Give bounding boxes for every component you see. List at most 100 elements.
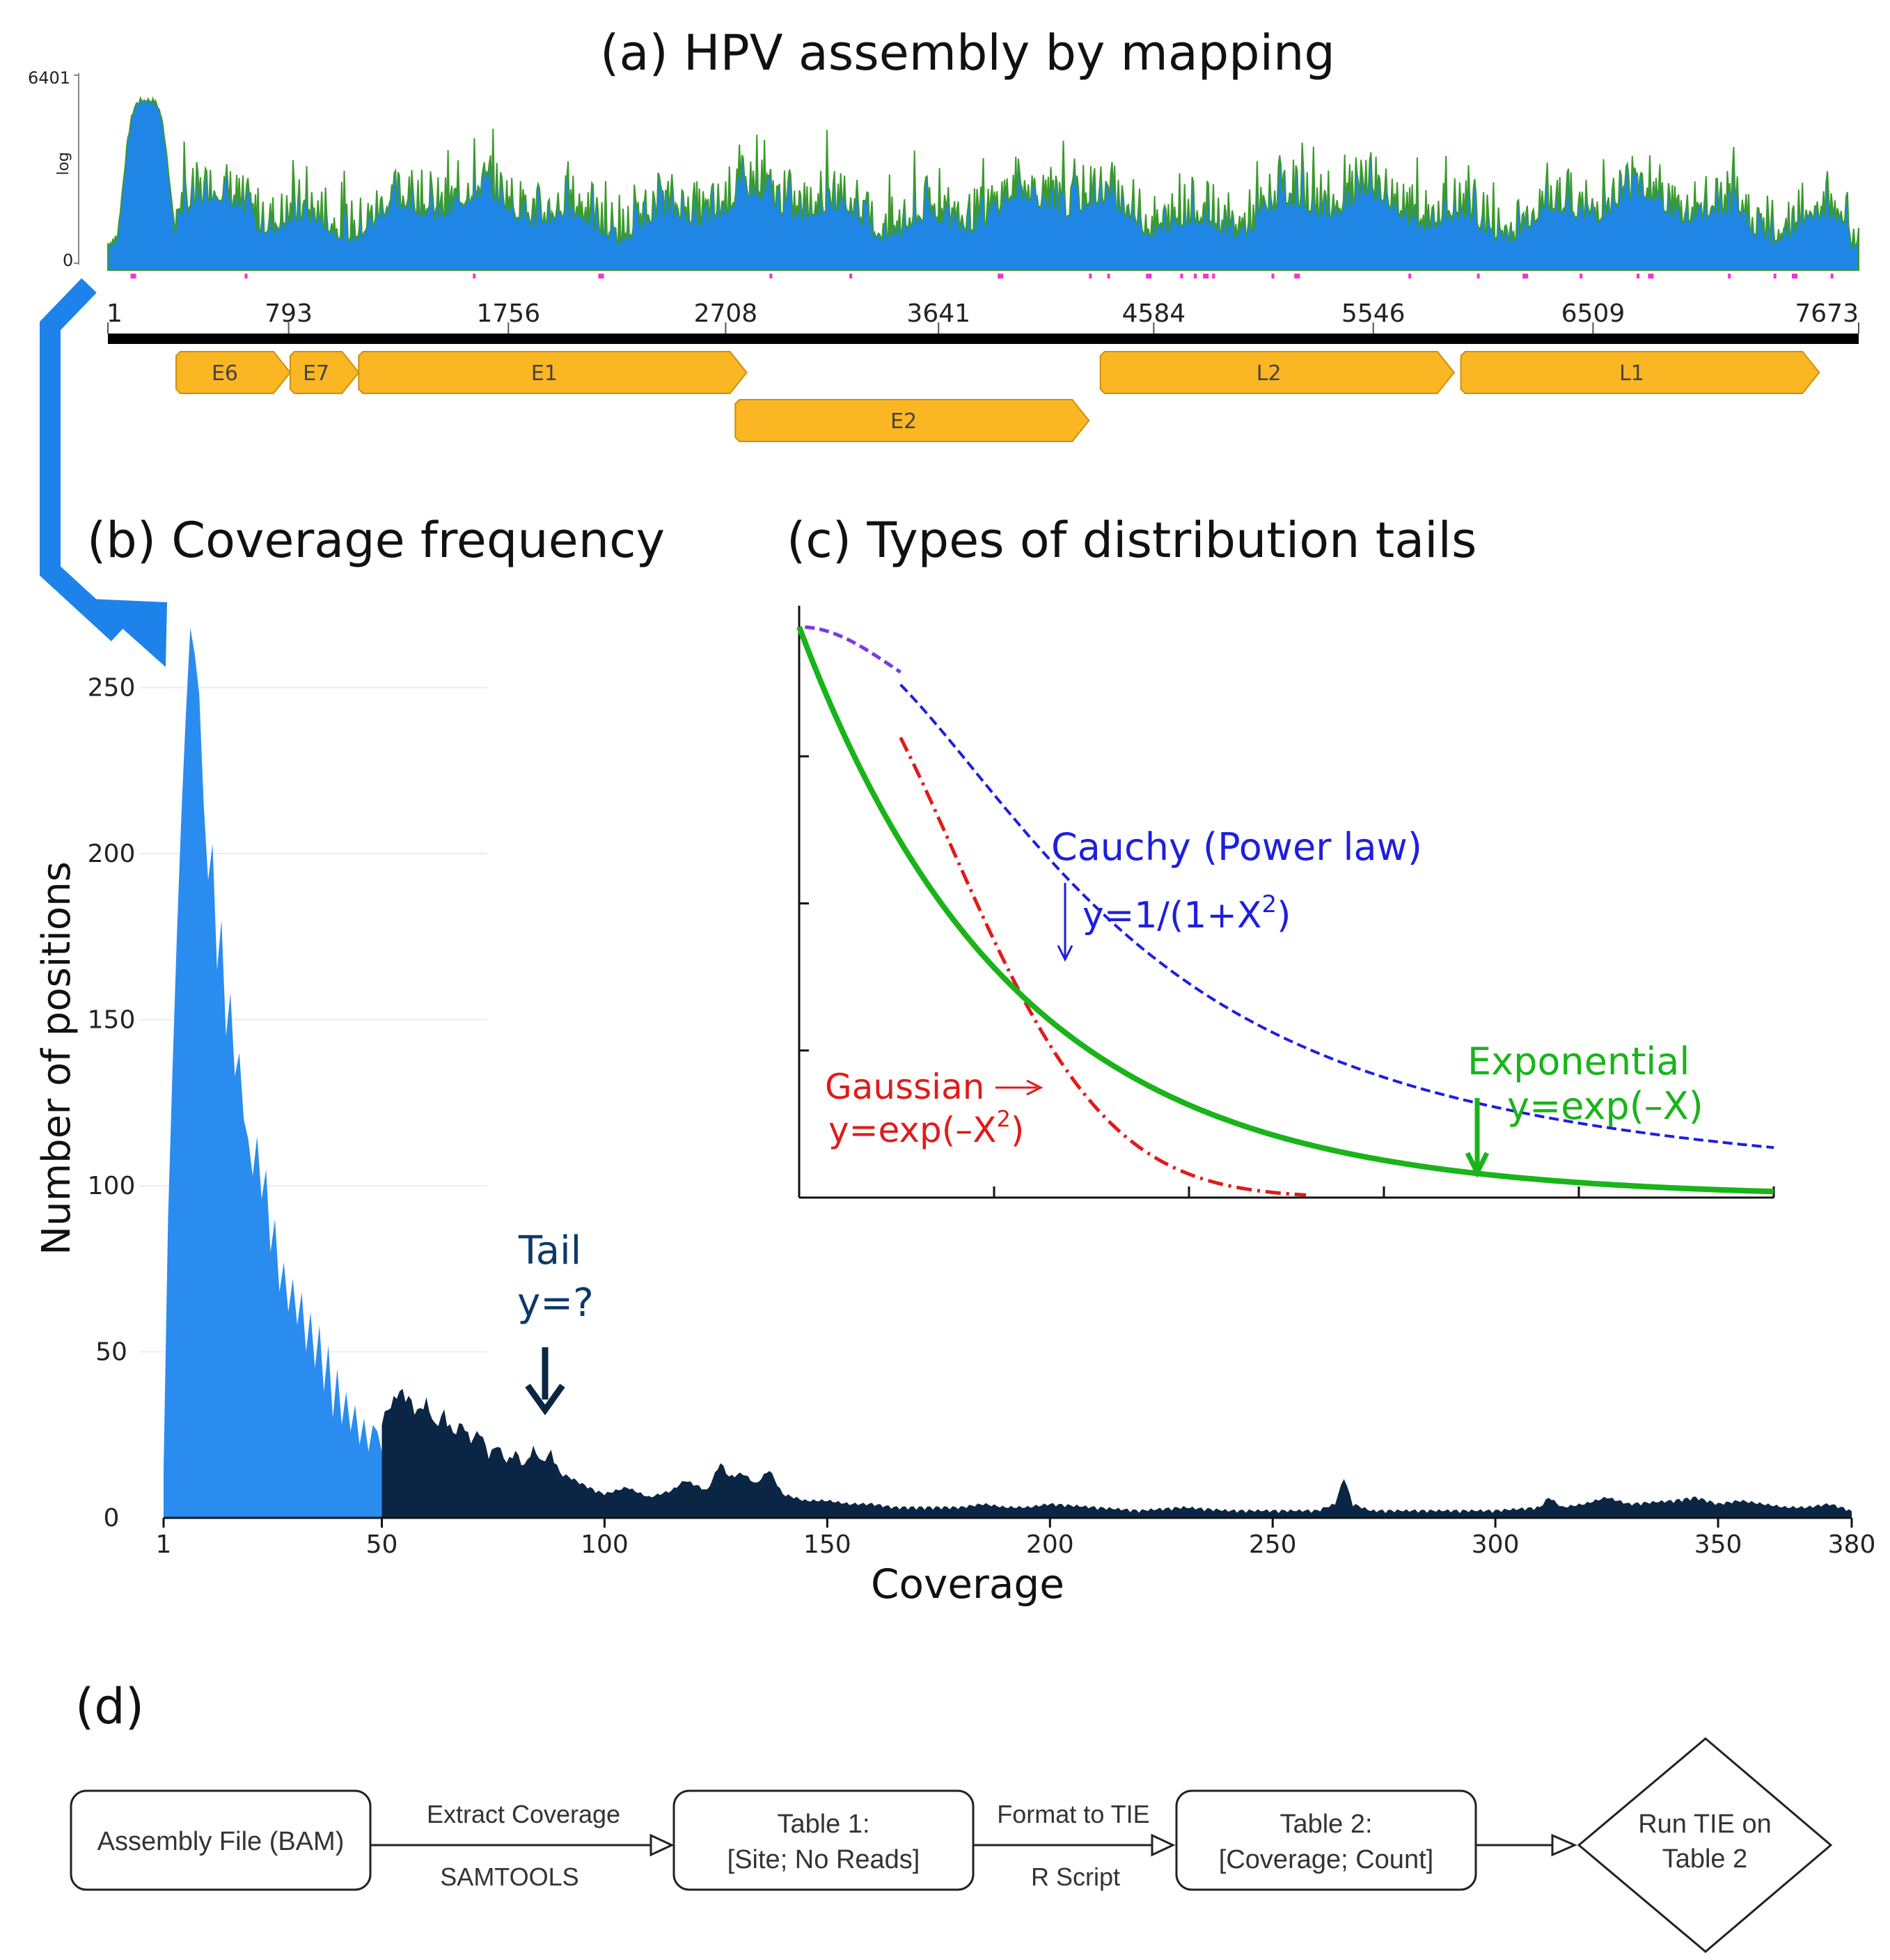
variant-marker <box>1194 274 1197 279</box>
panel-b-x-ticks: 1 50 100 150 200 250 300 350 380 <box>156 1516 1875 1559</box>
variant-marker <box>1180 274 1183 279</box>
gene-label-e7: E7 <box>303 361 329 386</box>
variant-marker <box>1580 274 1583 279</box>
variant-marker <box>1146 274 1152 279</box>
panel-a-x-tick-label: 5546 <box>1341 299 1405 328</box>
flow-arrowhead-2 <box>1151 1833 1176 1857</box>
gaussian-formula-sup: 2 <box>996 1106 1010 1132</box>
samtools-label: SAMTOOLS <box>440 1863 578 1891</box>
panel-a-x-tick-label: 2708 <box>694 299 758 328</box>
gaussian-curve <box>899 737 1307 1197</box>
r-script-label: R Script <box>1031 1863 1120 1891</box>
panel-a-x-tick-label: 7673 <box>1795 299 1859 328</box>
variant-marker <box>1648 274 1654 279</box>
panel-b-y-ticks: 0 50 100 150 200 250 <box>88 674 136 1533</box>
panel-a-x-tick-label: 3641 <box>906 299 970 328</box>
variant-marker <box>1107 274 1110 279</box>
shared-peak-curve <box>804 625 901 674</box>
run-tie-line1: Run TIE on <box>1638 1810 1772 1839</box>
variant-marker <box>1408 274 1412 279</box>
exponential-label: Exponential <box>1467 1040 1690 1083</box>
panel-b-y-tick-label: 100 <box>88 1172 136 1200</box>
panel-a: (a) HPV assembly by mapping 6401 0 log 1… <box>28 24 1859 442</box>
tail-label-line1: Tail <box>518 1228 581 1273</box>
panel-b-x-tick-label: 50 <box>366 1530 398 1559</box>
gene-arrow-l1 <box>1460 351 1820 394</box>
panel-c-title: (c) Types of distribution tails <box>787 512 1476 569</box>
variant-marker <box>849 274 853 279</box>
panel-b-tail-area <box>381 1388 1852 1518</box>
cauchy-arrowhead <box>1057 945 1073 962</box>
gene-label-l1: L1 <box>1619 361 1644 386</box>
exponential-arrowhead <box>1465 1152 1490 1178</box>
table1-box-line1: Table 1: <box>777 1810 869 1839</box>
panel-a-y-bottom-label: 0 <box>63 251 73 270</box>
gene-label-e6: E6 <box>212 361 238 386</box>
panel-a-variant-markers <box>130 274 1834 279</box>
variant-marker <box>1773 274 1777 279</box>
gaussian-arrowhead <box>1026 1079 1044 1096</box>
variant-marker <box>1830 274 1834 279</box>
cauchy-formula-end: ) <box>1277 895 1291 936</box>
cauchy-formula-sup: 2 <box>1262 891 1277 918</box>
run-tie-diamond <box>1577 1737 1833 1953</box>
exponential-formula: y=exp(–X) <box>1507 1084 1703 1128</box>
run-tie-line2: Table 2 <box>1662 1844 1748 1874</box>
variant-marker <box>598 274 604 279</box>
variant-marker <box>1203 274 1209 279</box>
genome-axis-bar <box>108 334 1859 344</box>
gene-arrow-e1 <box>358 351 748 394</box>
table1-box <box>672 1789 975 1891</box>
variant-marker <box>1089 274 1092 279</box>
panel-a-to-b-arrowhead <box>89 599 167 667</box>
panel-a-to-b-arrow <box>40 278 126 642</box>
panel-a-coverage-area <box>107 95 1859 271</box>
panel-b-y-tick-label: 200 <box>88 840 136 868</box>
panel-b-x-tick-label: 1 <box>156 1530 172 1559</box>
gaussian-formula: y=exp(–X2) <box>828 1106 1024 1150</box>
gene-arrow-e6 <box>175 351 292 394</box>
tail-label-line2: y=? <box>517 1280 594 1326</box>
variant-marker <box>1271 274 1275 279</box>
gaussian-formula-end: ) <box>1011 1110 1025 1150</box>
extract-coverage-label: Extract Coverage <box>427 1800 620 1828</box>
format-to-tie-label: Format to TIE <box>997 1800 1149 1828</box>
gaussian-label: Gaussian <box>825 1067 984 1107</box>
panel-b-x-tick-label: 350 <box>1694 1530 1742 1559</box>
panel-d-title: (d) <box>75 1678 144 1735</box>
panel-b-x-tick-label: 200 <box>1026 1530 1074 1559</box>
gene-label-e2: E2 <box>890 409 917 434</box>
gaussian-formula-base: y=exp(–X <box>828 1110 996 1150</box>
panel-c-axes <box>798 606 1775 1199</box>
panel-b-y-tick-label: 50 <box>95 1338 127 1367</box>
panel-b-x-tick-label: 250 <box>1249 1530 1297 1559</box>
panel-b-head-area <box>164 627 382 1518</box>
variant-marker <box>1294 274 1300 279</box>
variant-marker <box>1212 274 1215 279</box>
panel-a-y-scale-label: log <box>55 152 72 175</box>
gene-label-l2: L2 <box>1257 361 1282 386</box>
panel-c: (c) Types of distribution tails Cauchy (… <box>787 512 1775 1201</box>
panel-c-plot-bg <box>799 606 1774 1201</box>
panel-b-y-tick-label: 250 <box>88 674 136 703</box>
gene-arrow-l2 <box>1099 351 1456 394</box>
panel-b-y-axis-label: Number of positions <box>34 861 79 1255</box>
panel-a-x-tick-label: 793 <box>265 299 313 328</box>
cauchy-curve <box>899 683 1774 1150</box>
panel-a-x-ticks: 1 793 1756 2708 3641 4584 5546 6509 7673 <box>107 299 1859 334</box>
panel-b-title: (b) Coverage frequency <box>87 512 665 569</box>
variant-marker <box>1728 274 1731 279</box>
variant-marker <box>473 274 476 279</box>
panel-b-x-tick-label: 100 <box>581 1530 629 1559</box>
panel-d: (d) Assembly File (BAM) Extract Coverage… <box>70 1678 1833 1953</box>
variant-marker <box>130 274 136 279</box>
cauchy-label: Cauchy (Power law) <box>1051 825 1422 869</box>
panel-b-y-tick-label: 0 <box>104 1504 120 1532</box>
panel-a-x-tick-label: 1756 <box>477 299 541 328</box>
table2-box <box>1175 1789 1477 1891</box>
panel-b-y-tick-label: 150 <box>88 1006 136 1035</box>
panel-b-x-tick-label: 150 <box>803 1530 851 1559</box>
variant-marker <box>1476 274 1480 279</box>
